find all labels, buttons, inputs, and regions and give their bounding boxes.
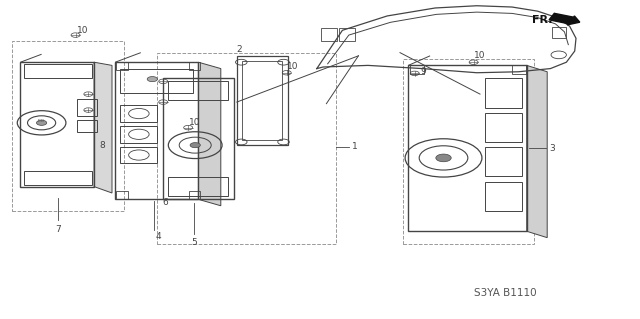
Bar <box>339 28 355 41</box>
Text: FR.: FR. <box>532 15 553 25</box>
Text: 2: 2 <box>236 45 241 54</box>
Text: 3: 3 <box>549 144 554 153</box>
Circle shape <box>36 120 47 125</box>
Bar <box>120 105 157 122</box>
Bar <box>189 62 200 70</box>
Bar <box>77 120 97 132</box>
Bar <box>24 64 92 78</box>
Text: 10: 10 <box>189 118 201 127</box>
Bar <box>189 191 200 199</box>
Bar <box>485 113 522 142</box>
Bar <box>485 147 522 176</box>
Bar <box>24 171 92 185</box>
Bar <box>120 147 157 163</box>
Bar <box>485 182 522 211</box>
Text: 7: 7 <box>55 225 60 234</box>
Bar <box>157 53 336 244</box>
Text: 10: 10 <box>77 26 89 35</box>
Bar <box>237 56 288 145</box>
FancyArrow shape <box>549 13 580 25</box>
Bar <box>168 81 228 100</box>
Bar <box>321 28 337 41</box>
Bar <box>20 62 94 187</box>
Bar <box>116 191 128 199</box>
Text: 10: 10 <box>287 63 298 71</box>
Circle shape <box>436 154 451 162</box>
Polygon shape <box>198 62 221 206</box>
Text: 8: 8 <box>100 141 105 150</box>
Polygon shape <box>94 62 112 193</box>
Bar <box>512 65 526 74</box>
Text: S3YA B1110: S3YA B1110 <box>474 288 537 299</box>
Bar <box>120 126 157 143</box>
Circle shape <box>147 77 157 82</box>
Polygon shape <box>115 53 141 62</box>
Bar <box>115 62 198 199</box>
Text: 1: 1 <box>353 142 358 151</box>
Bar <box>242 61 282 140</box>
Text: 6: 6 <box>163 198 168 207</box>
Bar <box>408 65 527 231</box>
Polygon shape <box>408 56 430 65</box>
Bar <box>410 65 424 74</box>
Bar <box>168 177 228 196</box>
Bar <box>116 62 128 70</box>
Text: 4: 4 <box>156 232 161 241</box>
Circle shape <box>190 143 200 148</box>
Bar <box>12 41 124 211</box>
Bar <box>163 78 234 199</box>
Bar <box>552 27 566 38</box>
Text: ICD: ICD <box>38 119 45 122</box>
Text: 10: 10 <box>474 51 486 60</box>
Bar <box>77 99 97 116</box>
Bar <box>120 69 193 93</box>
Text: 5: 5 <box>191 238 196 247</box>
Bar <box>403 59 534 244</box>
Text: 9: 9 <box>421 67 426 76</box>
Polygon shape <box>527 65 547 238</box>
Bar <box>485 78 522 108</box>
Polygon shape <box>20 54 42 62</box>
